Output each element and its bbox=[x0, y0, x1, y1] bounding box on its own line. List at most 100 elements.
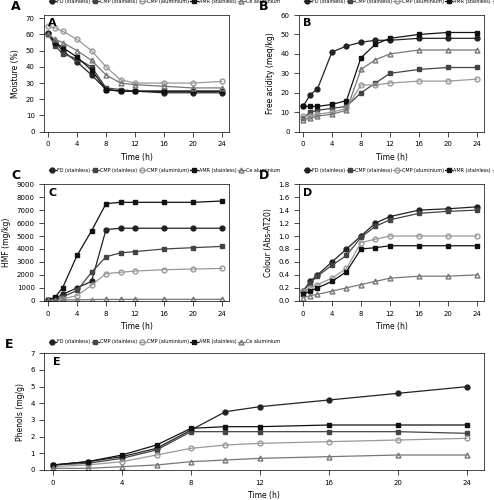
FD (stainless) bbox=[45, 297, 51, 303]
AMR (stainless) bbox=[103, 200, 109, 206]
Ce aluminium bbox=[52, 297, 58, 303]
Ce aluminium bbox=[315, 292, 321, 298]
CMP (aluminium) bbox=[45, 297, 51, 303]
Ce aluminium bbox=[74, 48, 80, 54]
CMP (aluminium) bbox=[358, 82, 364, 88]
FD (stainless) bbox=[257, 404, 263, 409]
FD (stainless) bbox=[445, 206, 451, 212]
CMP (aluminium) bbox=[103, 270, 109, 276]
CMP (stainless) bbox=[474, 207, 480, 213]
Ce aluminium bbox=[222, 457, 228, 463]
CMP (stainless) bbox=[300, 115, 306, 121]
CMP (aluminium) bbox=[219, 78, 225, 84]
FD (stainless) bbox=[222, 408, 228, 414]
CMP (aluminium) bbox=[315, 111, 321, 117]
AMR (stainless) bbox=[84, 458, 90, 464]
Ce aluminium bbox=[395, 452, 401, 458]
FD (stainless) bbox=[190, 90, 196, 96]
Ce aluminium bbox=[445, 47, 451, 53]
FD (stainless) bbox=[372, 38, 378, 44]
AMR (stainless) bbox=[329, 102, 335, 107]
FD (stainless) bbox=[307, 92, 313, 98]
Legend: FD (stainless), CMP (stainless), CMP (aluminium), AMR (stainless), Ce aluminium: FD (stainless), CMP (stainless), CMP (al… bbox=[47, 166, 282, 174]
AMR (stainless) bbox=[315, 104, 321, 110]
CMP (aluminium) bbox=[416, 78, 422, 84]
AMR (stainless) bbox=[60, 44, 66, 51]
Ce aluminium bbox=[84, 466, 90, 471]
AMR (stainless) bbox=[188, 426, 194, 432]
CMP (aluminium) bbox=[343, 106, 349, 112]
CMP (stainless) bbox=[132, 88, 138, 94]
FD (stainless) bbox=[50, 462, 56, 468]
FD (stainless) bbox=[372, 220, 378, 226]
FD (stainless) bbox=[45, 30, 51, 36]
Line: FD (stainless): FD (stainless) bbox=[45, 30, 224, 95]
CMP (aluminium) bbox=[161, 80, 167, 86]
Ce aluminium bbox=[103, 72, 109, 78]
CMP (aluminium) bbox=[190, 80, 196, 86]
Ce aluminium bbox=[88, 58, 94, 64]
FD (stainless) bbox=[300, 288, 306, 294]
CMP (aluminium) bbox=[416, 233, 422, 239]
FD (stainless) bbox=[103, 86, 109, 92]
Ce aluminium bbox=[60, 40, 66, 46]
Line: CMP (stainless): CMP (stainless) bbox=[45, 32, 224, 94]
AMR (stainless) bbox=[372, 244, 378, 250]
FD (stainless) bbox=[190, 225, 196, 231]
AMR (stainless) bbox=[329, 278, 335, 284]
CMP (stainless) bbox=[315, 108, 321, 114]
FD (stainless) bbox=[395, 390, 401, 396]
Line: FD (stainless): FD (stainless) bbox=[51, 384, 469, 468]
Line: CMP (aluminium): CMP (aluminium) bbox=[45, 24, 224, 86]
AMR (stainless) bbox=[416, 32, 422, 38]
Ce aluminium bbox=[372, 56, 378, 62]
CMP (stainless) bbox=[416, 210, 422, 216]
X-axis label: Time (h): Time (h) bbox=[376, 153, 408, 162]
AMR (stainless) bbox=[45, 297, 51, 303]
FD (stainless) bbox=[103, 226, 109, 232]
CMP (stainless) bbox=[372, 224, 378, 230]
Line: CMP (stainless): CMP (stainless) bbox=[300, 65, 479, 120]
FD (stainless) bbox=[52, 295, 58, 301]
CMP (aluminium) bbox=[84, 462, 90, 468]
Ce aluminium bbox=[60, 297, 66, 303]
CMP (aluminium) bbox=[474, 233, 480, 239]
CMP (aluminium) bbox=[387, 233, 393, 239]
Text: D: D bbox=[303, 188, 312, 198]
Ce aluminium bbox=[343, 285, 349, 291]
CMP (stainless) bbox=[474, 64, 480, 70]
Line: FD (stainless): FD (stainless) bbox=[45, 226, 224, 302]
CMP (stainless) bbox=[219, 88, 225, 94]
Ce aluminium bbox=[329, 111, 335, 117]
CMP (stainless) bbox=[445, 64, 451, 70]
FD (stainless) bbox=[132, 225, 138, 231]
Line: CMP (stainless): CMP (stainless) bbox=[51, 429, 469, 468]
CMP (aluminium) bbox=[358, 240, 364, 246]
CMP (stainless) bbox=[45, 297, 51, 303]
CMP (stainless) bbox=[343, 252, 349, 258]
CMP (stainless) bbox=[222, 428, 228, 434]
CMP (aluminium) bbox=[60, 28, 66, 34]
AMR (stainless) bbox=[387, 242, 393, 248]
Legend: FD (stainless), CMP (stainless), CMP (aluminium), AMR (stainless), Ce aluminium: FD (stainless), CMP (stainless), CMP (al… bbox=[302, 166, 494, 174]
AMR (stainless) bbox=[161, 200, 167, 205]
AMR (stainless) bbox=[343, 268, 349, 274]
FD (stainless) bbox=[52, 40, 58, 46]
CMP (stainless) bbox=[257, 428, 263, 434]
AMR (stainless) bbox=[132, 200, 138, 205]
CMP (aluminium) bbox=[326, 438, 332, 444]
X-axis label: Time (h): Time (h) bbox=[248, 492, 280, 500]
AMR (stainless) bbox=[372, 41, 378, 47]
CMP (stainless) bbox=[343, 104, 349, 110]
CMP (stainless) bbox=[60, 294, 66, 300]
Ce aluminium bbox=[132, 296, 138, 302]
FD (stainless) bbox=[84, 458, 90, 464]
Line: AMR (stainless): AMR (stainless) bbox=[45, 198, 224, 302]
Line: AMR (stainless): AMR (stainless) bbox=[51, 422, 469, 468]
CMP (stainless) bbox=[52, 43, 58, 49]
AMR (stainless) bbox=[60, 285, 66, 291]
AMR (stainless) bbox=[88, 67, 94, 73]
Ce aluminium bbox=[474, 47, 480, 53]
CMP (stainless) bbox=[300, 288, 306, 294]
Ce aluminium bbox=[45, 32, 51, 38]
